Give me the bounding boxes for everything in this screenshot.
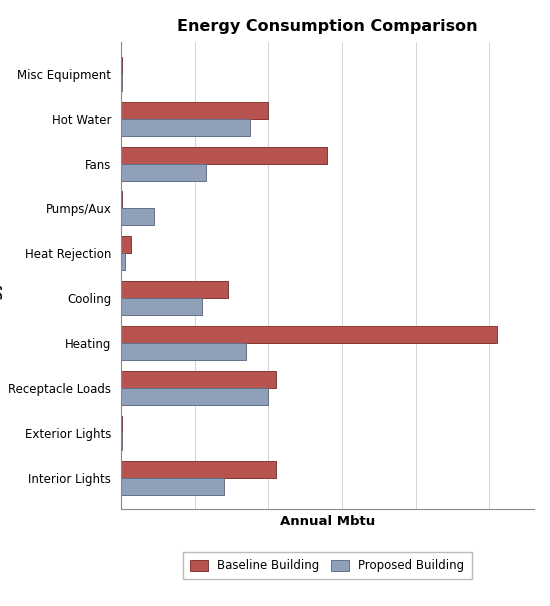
- Bar: [121, 208, 154, 225]
- Bar: [121, 236, 131, 253]
- Bar: [121, 281, 228, 298]
- Bar: [121, 119, 250, 136]
- Legend: Baseline Building, Proposed Building: Baseline Building, Proposed Building: [183, 552, 471, 579]
- Bar: [121, 433, 122, 450]
- Bar: [121, 371, 276, 388]
- Bar: [121, 74, 123, 91]
- Bar: [121, 326, 497, 343]
- Bar: [121, 253, 125, 270]
- Bar: [121, 164, 206, 181]
- Y-axis label: Energy End Use: Energy End Use: [0, 217, 3, 335]
- Bar: [121, 298, 202, 315]
- X-axis label: Annual Mbtu: Annual Mbtu: [279, 514, 375, 528]
- Bar: [121, 388, 268, 405]
- Bar: [121, 57, 123, 74]
- Bar: [121, 191, 123, 208]
- Title: Energy Consumption Comparison: Energy Consumption Comparison: [177, 19, 477, 35]
- Bar: [121, 416, 122, 433]
- Bar: [121, 147, 327, 164]
- Bar: [121, 102, 268, 119]
- Bar: [121, 478, 224, 494]
- Bar: [121, 461, 276, 478]
- Bar: [121, 343, 246, 360]
